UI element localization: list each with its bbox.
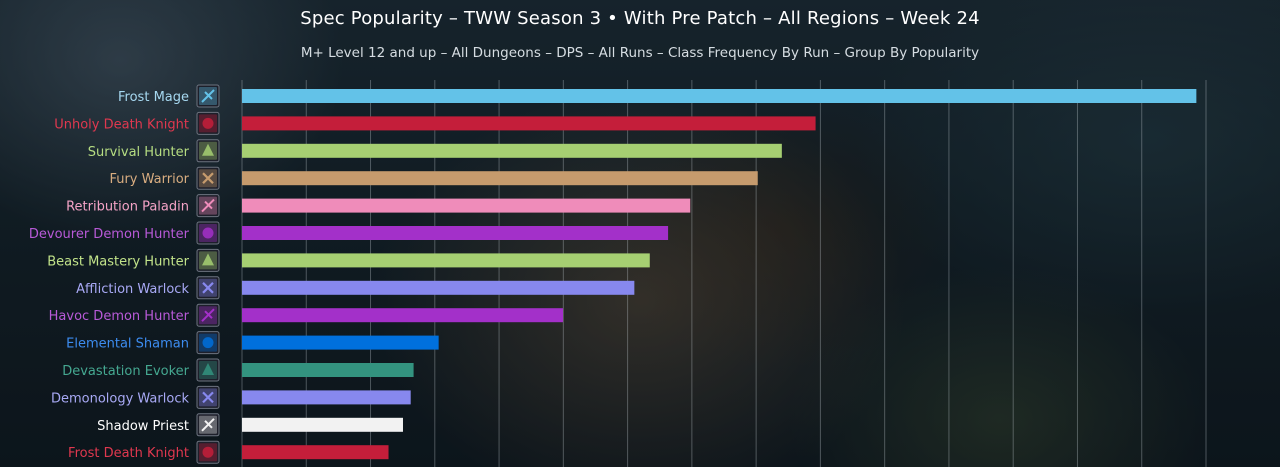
- bar-row: Retribution Paladin: [66, 194, 691, 218]
- bar: [242, 417, 403, 432]
- bar: [242, 335, 439, 350]
- unholy-death-knight-icon: [196, 111, 220, 135]
- devastation-evoker-icon: [196, 358, 220, 382]
- havoc-demon-hunter-icon: [196, 303, 220, 327]
- affliction-warlock-icon: [196, 276, 220, 300]
- bar-row: Affliction Warlock: [76, 276, 635, 300]
- icon-glyph: [202, 227, 214, 239]
- bar: [242, 89, 1197, 103]
- bar-row: Devourer Demon Hunter: [29, 221, 669, 245]
- bar: [242, 116, 816, 131]
- bar-row: Survival Hunter: [88, 139, 782, 163]
- bar-label: Devourer Demon Hunter: [29, 227, 190, 242]
- fury-warrior-icon: [196, 166, 220, 190]
- bar-row: Shadow Priest: [97, 413, 403, 437]
- bar: [242, 280, 635, 295]
- frost-death-knight-icon: [196, 440, 220, 464]
- gridlines: [241, 80, 1207, 467]
- bar: [242, 143, 782, 158]
- icon-glyph: [202, 253, 214, 266]
- bar-row: Havoc Demon Hunter: [49, 303, 564, 327]
- bar-label: Unholy Death Knight: [54, 117, 189, 132]
- bar: [242, 171, 758, 186]
- bar-label: Affliction Warlock: [76, 282, 189, 297]
- bar-label: Elemental Shaman: [66, 337, 189, 352]
- bar: [242, 363, 414, 377]
- bar-row: Devastation Evoker: [62, 358, 414, 382]
- bar-label: Beast Mastery Hunter: [47, 254, 189, 269]
- devourer-demon-hunter-icon: [196, 221, 220, 245]
- frost-mage-icon: [196, 84, 220, 108]
- bar-row: Frost Mage: [118, 84, 1197, 108]
- bar-row: Elemental Shaman: [66, 331, 439, 355]
- bar: [242, 198, 691, 213]
- survival-hunter-icon: [196, 139, 220, 163]
- icon-glyph: [202, 282, 214, 294]
- icon-glyph: [201, 198, 215, 213]
- bar-row: Demonology Warlock: [51, 385, 411, 409]
- icon-glyph: [201, 308, 215, 322]
- beast-mastery-hunter-icon: [196, 248, 220, 272]
- shadow-priest-icon: [196, 413, 220, 437]
- bar: [242, 226, 669, 240]
- bar: [242, 253, 650, 268]
- bar-row: Unholy Death Knight: [54, 111, 816, 135]
- bar-label: Frost Death Knight: [68, 446, 189, 461]
- bar-label: Devastation Evoker: [62, 364, 189, 379]
- icon-glyph: [202, 172, 214, 184]
- demonology-warlock-icon: [196, 385, 220, 409]
- icon-glyph: [202, 363, 214, 375]
- icon-glyph: [202, 337, 214, 349]
- bar-label: Demonology Warlock: [51, 391, 190, 406]
- icon-glyph: [202, 117, 214, 129]
- icon-glyph: [202, 391, 214, 404]
- bar: [242, 308, 564, 323]
- bar-label: Survival Hunter: [88, 145, 190, 160]
- bar-label: Shadow Priest: [97, 419, 189, 434]
- bar-label: Fury Warrior: [109, 172, 189, 187]
- bar-label: Retribution Paladin: [66, 200, 189, 215]
- icon-glyph: [202, 143, 214, 156]
- icon-glyph: [202, 446, 214, 458]
- chart-subtitle: M+ Level 12 and up – All Dungeons – DPS …: [300, 45, 980, 61]
- bar-label: Frost Mage: [118, 90, 189, 105]
- icon-glyph: [201, 89, 215, 103]
- chart-title: Spec Popularity – TWW Season 3 • With Pr…: [300, 8, 980, 29]
- bar-row: Frost Death Knight: [68, 440, 389, 464]
- bar-row: Beast Mastery Hunter: [47, 248, 650, 272]
- icon-glyph: [201, 418, 215, 432]
- bar: [242, 390, 411, 405]
- bar-row: Fury Warrior: [109, 166, 758, 190]
- bar-label: Havoc Demon Hunter: [49, 309, 190, 324]
- retribution-paladin-icon: [196, 194, 220, 218]
- bar: [242, 445, 389, 460]
- elemental-shaman-icon: [196, 331, 220, 355]
